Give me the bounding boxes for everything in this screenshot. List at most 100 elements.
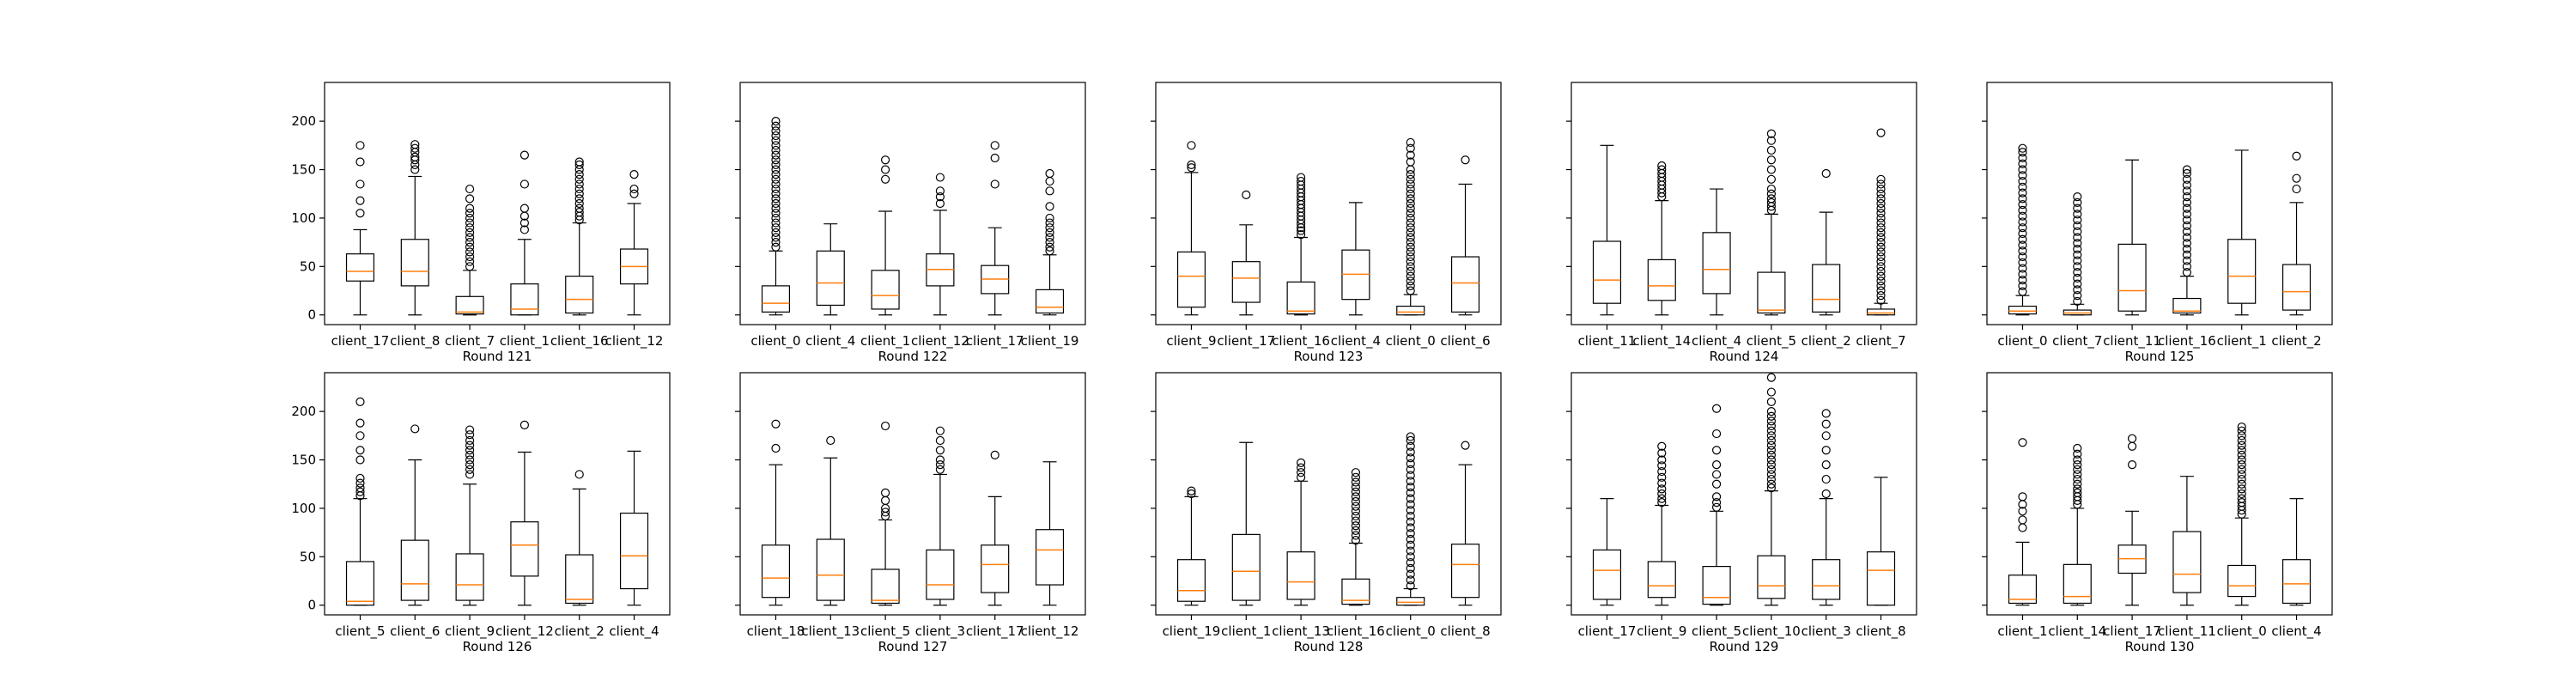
box-client_4: client_4 [1331,202,1381,350]
flier-point [1766,474,1777,484]
flier-point [2073,273,2082,283]
box-iqr [510,521,539,577]
flier-point [1821,489,1831,499]
flier-point [465,204,475,213]
flier-point [1045,202,1054,211]
flier-point [1406,459,1415,469]
flier-point [1657,161,1667,171]
flier-point [2018,143,2027,153]
flier-point [1821,419,1831,429]
flier-point [2018,492,2027,502]
flier-point [410,165,420,174]
flier-point [574,208,584,217]
flier-point [1351,507,1361,516]
flier-point [1766,483,1777,493]
flier-point [1657,484,1667,494]
flier-point [1406,277,1415,286]
flier-point [1657,455,1667,465]
box-client_5: client_5 [335,397,386,640]
x-tick-label: client_17 [1578,623,1637,640]
box-iqr [1757,271,1786,314]
box-client_6: client_6 [390,424,440,640]
flier-point [1406,257,1415,266]
flier-point [2237,446,2246,455]
flier-point [880,155,890,165]
x-tick-label: client_17 [966,623,1024,640]
flier-point [1351,472,1361,482]
flier-point [1045,186,1054,196]
flier-point [1406,546,1415,556]
flier-point [2237,431,2246,441]
box-client_2: client_2 [555,470,605,640]
flier-point [574,160,584,169]
flier-point [1876,242,1886,252]
flier-point [355,418,365,428]
flier-point [1187,163,1196,173]
flier-point [1406,435,1415,446]
flier-point [1876,213,1886,223]
box-iqr [2008,575,2038,605]
flier-point [1766,465,1777,474]
flier-point [1876,286,1886,295]
box-client_4: client_4 [805,223,855,350]
axes-frame [739,372,1086,616]
flier-point [2073,488,2082,497]
box-client_17: client_17 [1578,498,1637,640]
flier-point [465,441,475,450]
y-tick-label: 50 [300,549,316,564]
flier-point [355,179,365,189]
flier-point [2073,204,2082,213]
flier-point [1296,458,1306,468]
flier-point [2018,228,2027,239]
x-tick-label: client_6 [1440,333,1490,350]
flier-point [410,152,420,161]
flier-point [1766,479,1777,489]
x-tick-label: client_8 [1440,623,1490,640]
flier-point [574,157,584,167]
flier-point [1657,478,1667,488]
flier-point [2182,186,2192,196]
flier-point [1766,174,1777,184]
flier-point [2018,211,2027,221]
box-iqr [926,549,955,600]
flier-point [1821,409,1831,418]
x-tick-label: client_11 [1578,333,1637,350]
flier-point [1876,238,1886,247]
flier-point [1766,431,1777,441]
flier-point [1876,291,1886,301]
flier-point [1766,184,1777,194]
flier-point [574,204,584,213]
flier-point [880,421,890,431]
y-tick-label: 50 [300,258,316,274]
box-client_11: client_11 [1578,144,1637,350]
flier-point [2018,507,2027,516]
y-tick-label: 200 [291,404,316,419]
flier-point [519,420,530,430]
flier-point [1711,470,1722,479]
flier-point [1406,511,1415,521]
flier-point [1351,492,1361,502]
flier-point [2292,173,2301,183]
flier-point [1876,233,1886,242]
flier-point [1406,432,1415,441]
box-iqr [2172,531,2202,593]
flier-point [465,223,475,233]
flier-point [2182,262,2192,271]
flier-point [1766,460,1777,470]
axes-frame [1571,82,1917,325]
x-tick-label: client_9 [445,623,495,640]
box-client_12: client_12 [911,173,969,350]
flier-point [1045,223,1054,233]
flier-point [2073,244,2082,254]
box-iqr [1231,533,1261,601]
subplot-round-9: client_17 client_9 client_5 client_10 client… [1566,372,1917,654]
flier-point [465,450,475,459]
box-client_5: client_5 [1747,129,1796,350]
flier-point [1821,431,1831,441]
flier-point [1876,194,1886,204]
flier-point [1406,266,1415,277]
flier-point [2182,250,2192,259]
x-tick-label: client_3 [1801,623,1851,640]
